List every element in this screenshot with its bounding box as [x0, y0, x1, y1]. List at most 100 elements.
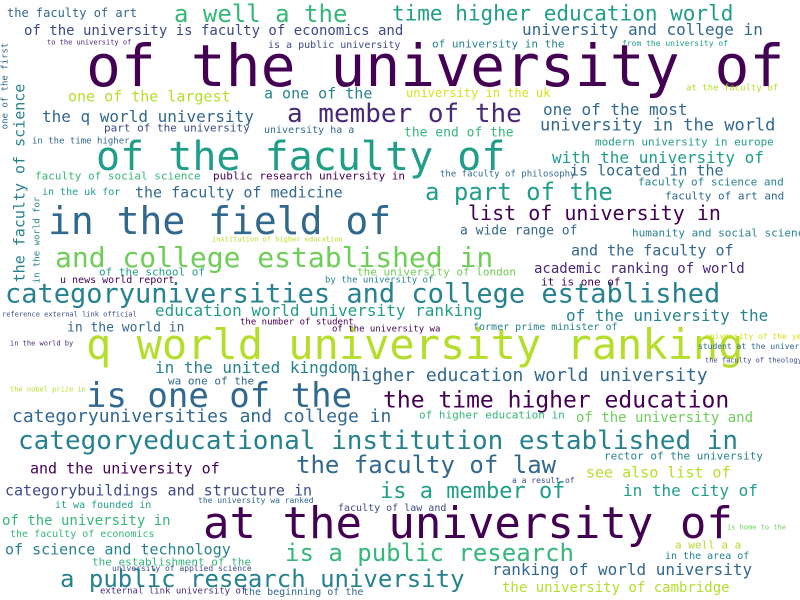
- word: a well a a: [675, 538, 742, 552]
- word: of the university the: [566, 306, 769, 325]
- word: at the university of: [203, 498, 733, 549]
- word: former prime minister of: [473, 322, 618, 333]
- word: in the uk for: [42, 187, 121, 198]
- word: faculty of art and: [665, 189, 785, 203]
- word: of the university wa: [332, 324, 441, 335]
- word: the university of cambridge: [502, 580, 730, 596]
- word: institution of higher education: [212, 235, 343, 244]
- word: in the time higher: [32, 136, 130, 147]
- word: public research university in: [213, 169, 406, 183]
- word: university of the year: [705, 332, 800, 341]
- word: part of the university: [104, 121, 250, 135]
- word: of the university of: [86, 32, 785, 100]
- word: faculty of social science: [35, 169, 201, 183]
- word: at the faculty of: [686, 83, 779, 94]
- word: ranking of world university: [492, 560, 753, 579]
- word: in the world for: [32, 196, 43, 284]
- word: time higher education world: [392, 1, 734, 26]
- word: it wa founded in: [55, 500, 152, 511]
- word: faculty of law and: [338, 503, 447, 514]
- word: the faculty of medicine: [135, 183, 343, 202]
- word: list of university in: [468, 201, 721, 225]
- word: academic ranking of world: [534, 261, 745, 277]
- word: of the university in: [2, 513, 171, 529]
- word: is a public research: [285, 539, 574, 567]
- word: faculty of science and: [638, 175, 784, 189]
- word: university and college in: [522, 20, 763, 39]
- word: is a public university: [268, 40, 401, 51]
- word: and the university of: [30, 459, 220, 478]
- word: u news world report: [60, 275, 175, 286]
- word: a one of the: [264, 84, 373, 103]
- word: a part of the: [425, 178, 613, 206]
- word: in the world by: [10, 339, 74, 348]
- word: in the field of: [48, 199, 392, 243]
- word: in the area of: [665, 551, 750, 562]
- word: humanity and social science: [632, 226, 800, 240]
- word: is a member of: [380, 479, 566, 504]
- word: the q world university: [42, 107, 254, 126]
- word: of higher education in: [419, 408, 565, 422]
- word: education world university ranking: [155, 301, 483, 320]
- word: of the school of: [99, 265, 205, 279]
- word: one of the first: [0, 42, 11, 130]
- word: a a result of: [512, 476, 575, 485]
- word: by the university of: [325, 275, 434, 286]
- word: is one of the: [86, 376, 353, 416]
- word: of the university is faculty of economic…: [24, 23, 404, 39]
- word: a wide range of: [460, 223, 578, 239]
- word: a member of the: [287, 99, 522, 129]
- word: a public research university: [60, 565, 465, 593]
- word: the establishment of the: [92, 555, 251, 569]
- word: student at the university: [698, 342, 800, 351]
- word: external link university of: [100, 586, 247, 597]
- word: in the world in: [67, 320, 185, 336]
- word: higher education world university: [350, 365, 708, 386]
- word: categoryuniversities and college establi…: [5, 278, 721, 310]
- word: one of the largest: [68, 87, 231, 106]
- word: the beginning of the: [243, 587, 364, 598]
- word: with the university of: [552, 148, 764, 167]
- word: in the united kingdom: [155, 358, 358, 377]
- word: from the university of: [622, 39, 728, 48]
- word: the university wa ranked: [198, 496, 314, 505]
- word: the faculty of art: [7, 6, 138, 20]
- word: the faculty of law: [296, 451, 557, 479]
- word: the end of the: [404, 125, 514, 141]
- word: wa one of the: [168, 374, 255, 388]
- word: the faculty of theology: [705, 356, 800, 365]
- word: categorybuildings and structure in: [5, 481, 313, 500]
- word: is located in the: [570, 161, 724, 180]
- word: q world university ranking: [86, 320, 744, 369]
- word: of science and technology: [5, 540, 231, 559]
- word: a well a the: [174, 0, 348, 28]
- word: of university in the: [432, 37, 565, 51]
- word: and the faculty of: [571, 241, 734, 260]
- word: categoryuniversities and college in: [12, 406, 392, 427]
- word: of the university and: [576, 410, 754, 426]
- word: university ha a: [264, 125, 355, 136]
- word: rector of the university: [604, 449, 763, 463]
- word: it is one of: [541, 275, 621, 289]
- word: the time higher education: [383, 387, 730, 414]
- word: one of the most: [543, 100, 688, 119]
- word: the nobel prize in: [10, 385, 86, 394]
- word: categoryeducational institution establis…: [18, 426, 739, 456]
- word: to the university of: [47, 38, 132, 47]
- word: is home to the: [727, 523, 787, 532]
- word: the faculty of science: [10, 83, 29, 283]
- word: and college established in: [55, 241, 494, 274]
- word: the faculty of philosophy: [440, 169, 576, 180]
- word: university in the uk: [406, 86, 551, 100]
- word: university in the world: [540, 115, 776, 136]
- word: the faculty of economics: [10, 529, 155, 540]
- word: in the city of: [623, 481, 758, 500]
- word: university of applied science: [112, 564, 252, 573]
- word: the number of student: [240, 317, 354, 328]
- word: of the faculty of: [96, 134, 506, 180]
- word: the university of london: [357, 265, 516, 279]
- word: see also list of: [586, 463, 731, 482]
- word: reference external link official: [2, 310, 137, 319]
- word: modern university in europe: [595, 135, 774, 149]
